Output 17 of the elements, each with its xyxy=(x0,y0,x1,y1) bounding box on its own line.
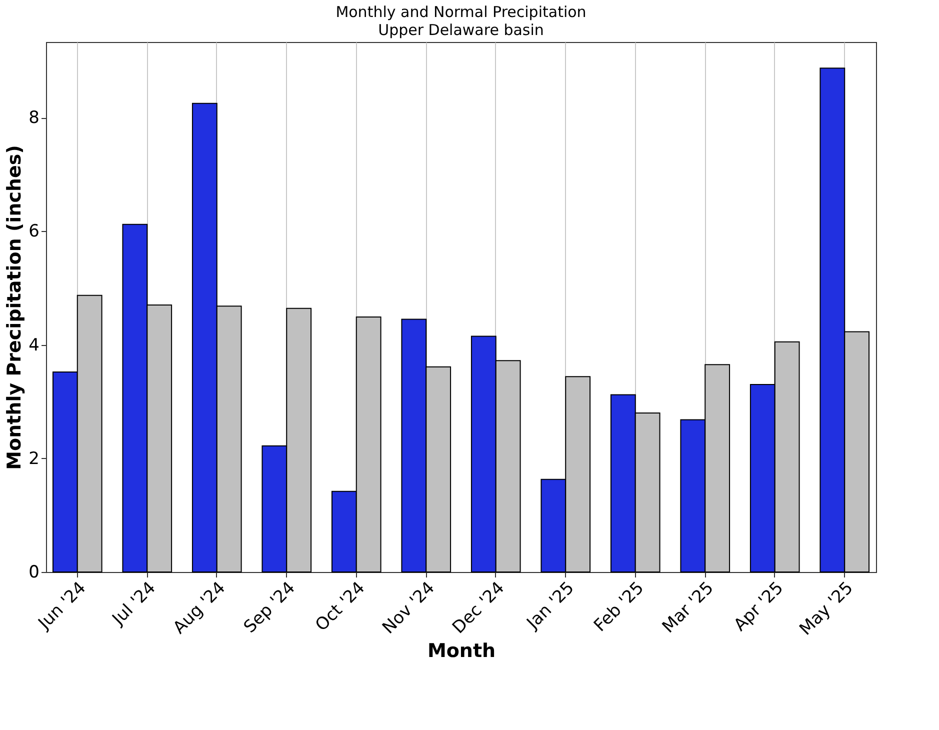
chart-title: Monthly and Normal Precipitation xyxy=(336,3,586,21)
y-tick-label: 6 xyxy=(28,222,40,242)
x-tick-label: Mar '25 xyxy=(658,578,718,638)
x-axis-title: Month xyxy=(427,640,496,662)
y-tick-label: 8 xyxy=(28,108,40,128)
x-tick-label: Sep '24 xyxy=(240,578,300,638)
x-tick-label: Jul '24 xyxy=(108,578,160,630)
x-tick-label: Apr '25 xyxy=(730,578,788,636)
y-tick-label: 2 xyxy=(28,448,40,469)
x-tick-label: Feb '25 xyxy=(590,578,648,636)
chart-subtitle: Upper Delaware basin xyxy=(378,21,544,39)
x-tick-label: Dec '24 xyxy=(448,578,509,638)
y-axis-title: Monthly Precipitation (inches) xyxy=(4,145,26,470)
x-tick-label: Nov '24 xyxy=(378,578,439,638)
y-tick-label: 4 xyxy=(28,335,40,356)
x-tick-label: Jan '25 xyxy=(522,578,578,634)
x-tick-label: Oct '24 xyxy=(312,578,370,636)
